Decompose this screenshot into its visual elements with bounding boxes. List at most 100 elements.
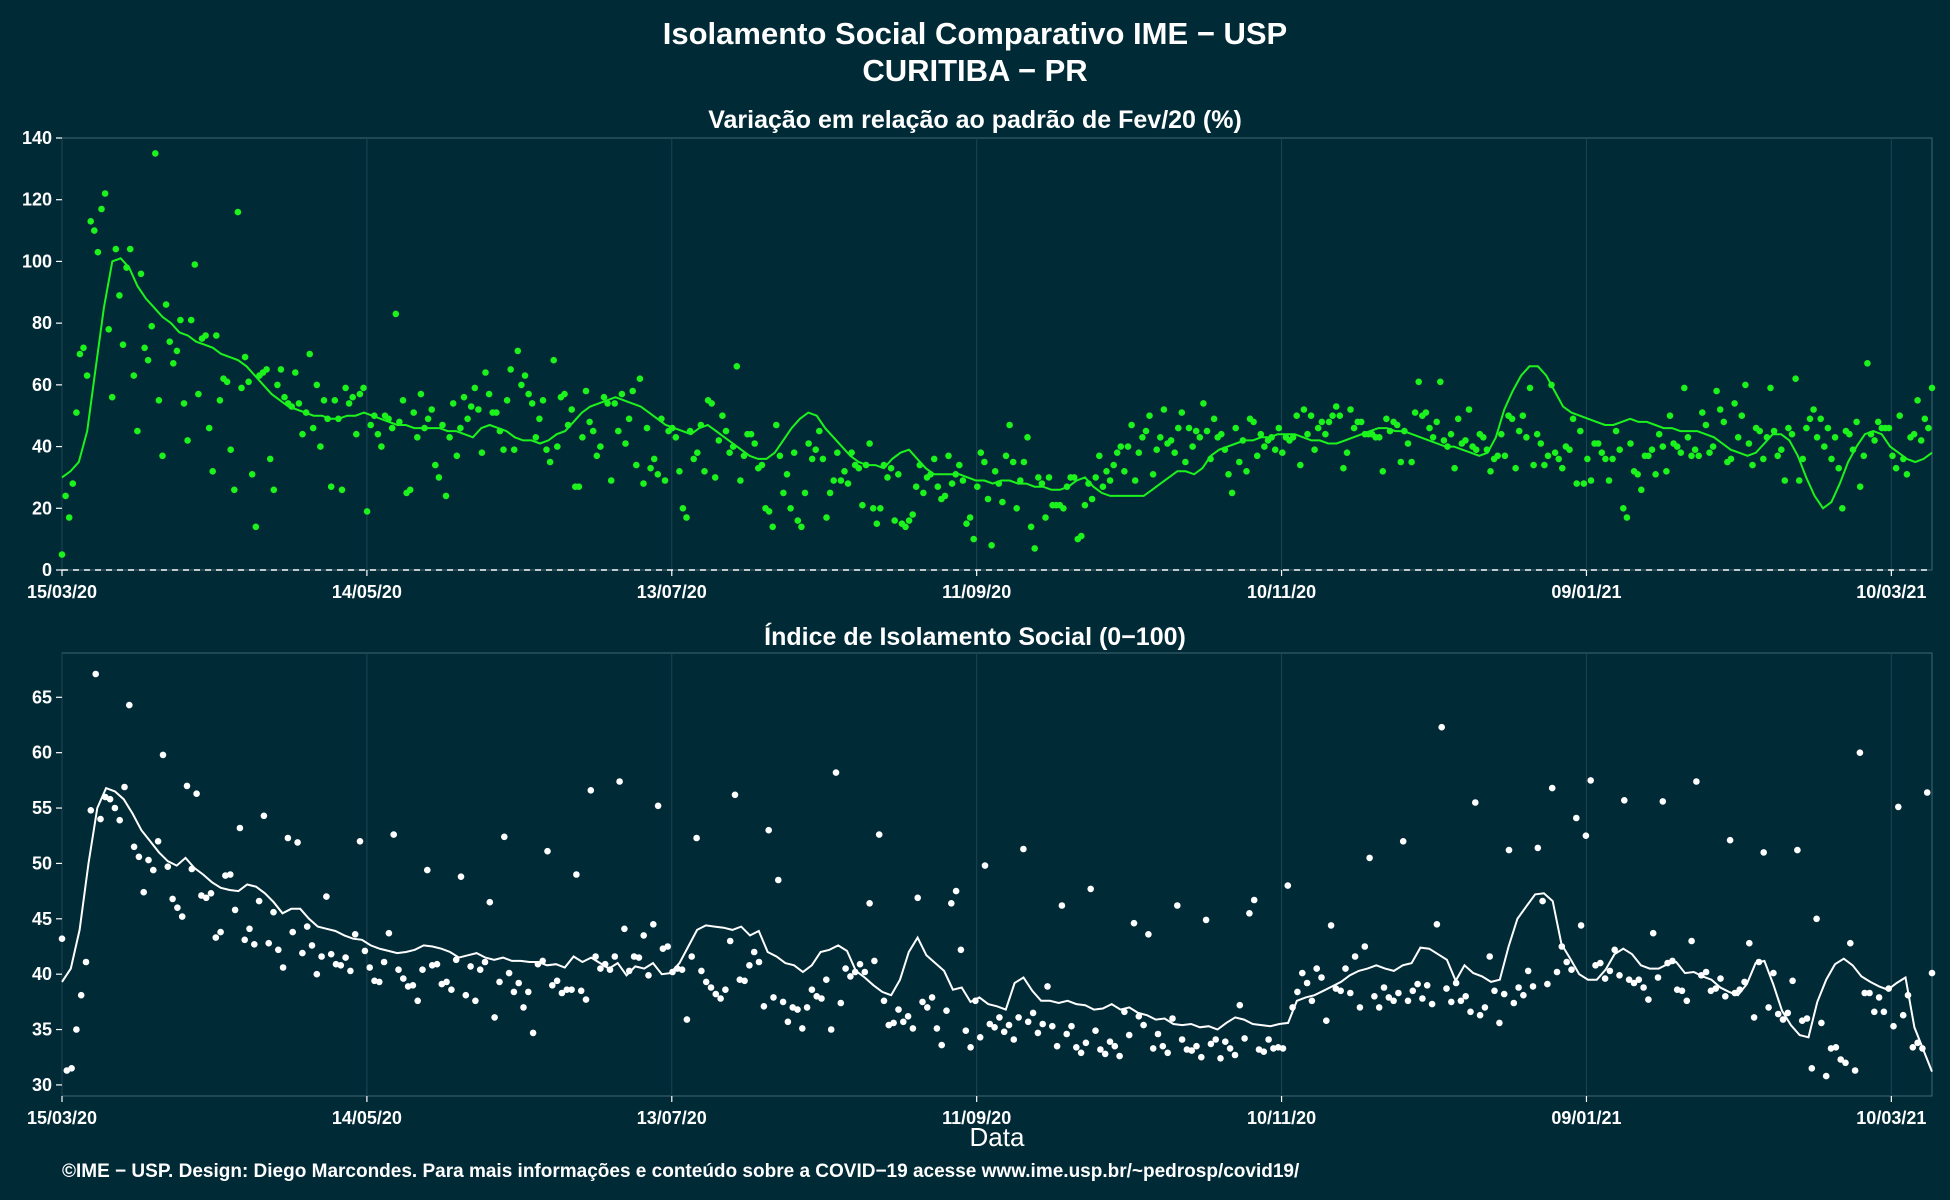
- data-point: [1178, 1036, 1186, 1043]
- data-point: [970, 535, 977, 543]
- data-point: [1462, 993, 1469, 1000]
- data-point: [1185, 424, 1193, 432]
- data-point: [119, 341, 127, 349]
- data-point: [1426, 424, 1433, 432]
- data-point: [1366, 854, 1373, 862]
- data-point: [1895, 803, 1902, 811]
- data-point: [366, 964, 374, 971]
- data-point: [1034, 1029, 1042, 1037]
- data-point: [515, 979, 522, 987]
- data-point: [400, 975, 407, 982]
- data-point: [701, 468, 708, 475]
- data-point: [1443, 985, 1450, 992]
- data-point: [1198, 1053, 1205, 1061]
- data-point: [963, 520, 970, 527]
- data-point: [847, 973, 854, 980]
- data-point: [1428, 1000, 1436, 1008]
- data-point: [270, 908, 277, 916]
- data-point: [270, 486, 278, 494]
- data-point: [77, 991, 85, 999]
- data-point: [654, 471, 662, 478]
- data-point: [448, 986, 455, 993]
- data-point: [231, 906, 239, 914]
- data-point: [912, 483, 920, 491]
- data-point: [661, 477, 669, 484]
- data-point: [1813, 434, 1821, 441]
- data-point: [1722, 993, 1729, 1000]
- data-point: [505, 969, 513, 977]
- data-point: [1106, 1038, 1114, 1045]
- data-point: [826, 489, 834, 497]
- data-point: [472, 997, 479, 1005]
- data-point: [962, 1027, 970, 1034]
- data-point: [1788, 430, 1796, 438]
- data-point: [1169, 1015, 1176, 1022]
- data-point: [236, 824, 244, 832]
- variation-chart: 0 20 40 60 80 100 120 140 15/03/20 14/05/20 13/07/…: [22, 128, 1936, 602]
- data-point: [1774, 452, 1781, 460]
- data-point: [1462, 437, 1469, 444]
- data-point: [481, 958, 489, 966]
- x-tick-label: 10/03/21: [1856, 582, 1926, 602]
- data-point: [1491, 987, 1498, 995]
- data-point: [607, 477, 615, 484]
- data-point: [919, 998, 926, 1006]
- data-point: [816, 427, 823, 435]
- data-point: [967, 1044, 974, 1051]
- data-point: [719, 412, 726, 420]
- data-point: [1202, 916, 1210, 924]
- data-point: [974, 483, 981, 491]
- data-point: [1734, 434, 1742, 441]
- data-point: [869, 505, 877, 512]
- data-point: [1745, 440, 1753, 447]
- figure-title-line1: Isolamento Social Comparativo IME − USP: [663, 16, 1287, 51]
- data-point: [1481, 1004, 1489, 1011]
- data-point: [260, 812, 268, 820]
- data-point: [1451, 464, 1458, 472]
- data-point: [832, 769, 840, 776]
- data-point: [1159, 1042, 1167, 1050]
- data-point: [1077, 1049, 1085, 1057]
- data-point: [902, 523, 909, 531]
- data-point: [101, 190, 109, 197]
- data-point: [433, 960, 441, 968]
- data-point: [1314, 424, 1322, 432]
- data-point: [1404, 440, 1412, 447]
- data-point: [116, 292, 123, 299]
- data-point: [827, 1026, 835, 1033]
- data-point: [255, 897, 263, 905]
- data-point: [1404, 997, 1412, 1005]
- data-point: [1307, 412, 1315, 420]
- x-tick-label: 11/09/20: [942, 1108, 1011, 1128]
- data-point: [202, 332, 209, 339]
- data-point: [1847, 939, 1854, 947]
- data-point: [170, 360, 177, 367]
- data-point: [1749, 461, 1756, 469]
- data-point: [1861, 989, 1868, 997]
- data-point: [1928, 969, 1936, 977]
- data-point: [1327, 922, 1335, 929]
- data-point: [877, 505, 884, 512]
- data-point: [841, 468, 848, 475]
- data-point: [263, 366, 270, 373]
- data-point: [360, 384, 367, 392]
- data-point: [1702, 421, 1710, 429]
- data-point: [1078, 532, 1085, 540]
- data-point: [1663, 468, 1670, 475]
- data-point: [1824, 424, 1832, 432]
- data-point: [205, 424, 213, 432]
- data-point: [1342, 965, 1349, 972]
- data-point: [1250, 418, 1257, 426]
- data-point: [130, 843, 138, 851]
- data-point: [640, 480, 647, 487]
- data-point: [65, 514, 73, 521]
- data-point: [1765, 1004, 1772, 1011]
- data-point: [457, 424, 464, 432]
- data-point: [543, 446, 550, 454]
- data-point: [934, 483, 942, 491]
- data-point: [1200, 400, 1207, 407]
- data-point: [1419, 995, 1426, 1002]
- data-point: [1031, 545, 1038, 552]
- y-tick-label: 140: [22, 128, 52, 148]
- x-axis-label: Data: [970, 1122, 1025, 1152]
